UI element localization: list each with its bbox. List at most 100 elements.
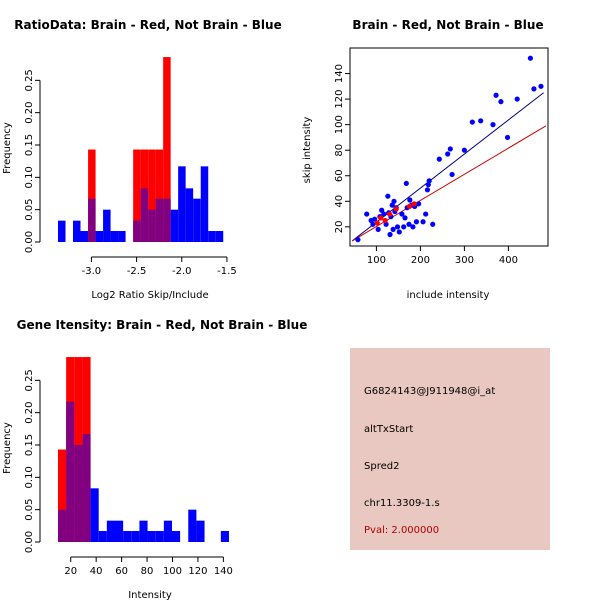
- ratio-histogram-axes: -3.0 -2.5 -2.0 -1.5 0.00 0.05 0.10 0.15 0.20 0.25: [24, 69, 237, 277]
- gene-intensity-histogram-xlabel: Intensity: [128, 590, 172, 600]
- ratio-histogram-overlap-bar: [163, 198, 171, 242]
- ratio-histogram-x-tick-label: -1.5: [217, 266, 237, 277]
- gene-intensity-histogram-overlap-bar: [82, 434, 91, 542]
- ratio-histogram-y-tick-label: 0.05: [24, 199, 35, 221]
- probe-info-panel: G6824143@J911948@i_at altTxStart Spred2 …: [350, 348, 550, 550]
- ratio-histogram-overlap-bar: [140, 188, 149, 242]
- intensity-scatter-not-brain-point: [424, 187, 431, 193]
- ratio-histogram-overlap-bar: [88, 198, 96, 242]
- intensity-scatter-not-brain-point: [387, 231, 393, 238]
- ratio-histogram: RatioData: Brain - Red, Not Brain - Blue…: [2, 18, 282, 301]
- intensity-scatter-x-tick-label: 300: [455, 255, 474, 266]
- ratio-histogram-not-brain-bar: [208, 231, 216, 242]
- intensity-scatter-not-brain-point: [372, 216, 378, 222]
- gene-intensity-histogram-x-tick-label: 100: [163, 566, 182, 577]
- gene-intensity-histogram-ylabel: Frequency: [2, 422, 13, 474]
- ratio-histogram-brain-bar: [155, 149, 164, 242]
- intensity-scatter-not-brain-point: [445, 151, 451, 157]
- gene-symbol: Spred2: [364, 461, 400, 472]
- gene-intensity-histogram-not-brain-bar: [147, 531, 156, 542]
- intensity-scatter-x-tick-label: 100: [367, 255, 386, 266]
- intensity-scatter-ylabel: skip intensity: [302, 117, 313, 184]
- intensity-scatter-not-brain-point: [469, 119, 475, 125]
- ratio-histogram-not-brain-bar: [103, 209, 111, 242]
- intensity-scatter-brain-point: [374, 220, 380, 226]
- intensity-scatter-not-brain-point: [370, 221, 376, 227]
- ratio-histogram-y-tick-label: 0.00: [24, 231, 35, 253]
- locus: chr11.3309-1.s: [364, 498, 440, 509]
- intensity-scatter-title: Brain - Red, Not Brain - Blue: [352, 18, 543, 32]
- ratio-histogram-not-brain-bar: [95, 231, 104, 242]
- gene-intensity-histogram-bars: [58, 357, 229, 542]
- intensity-scatter-not-brain-point: [461, 147, 467, 153]
- gene-intensity-histogram-not-brain-bar: [90, 488, 99, 542]
- intensity-scatter-not-brain-point: [401, 224, 407, 230]
- gene-intensity-histogram-y-tick-label: 0.00: [24, 531, 35, 553]
- ratio-histogram-x-tick-label: -2.0: [172, 266, 192, 277]
- ratio-histogram-y-tick-label: 0.25: [24, 69, 35, 91]
- ratio-histogram-bars: [58, 57, 224, 243]
- ratio-histogram-not-brain-bar: [215, 231, 224, 242]
- ratio-histogram-not-brain-bar: [118, 231, 126, 242]
- intensity-scatter-brain-point: [393, 206, 399, 212]
- intensity-scatter-not-brain-point: [478, 118, 484, 124]
- intensity-scatter-not-brain-point: [381, 211, 387, 217]
- ratio-histogram-brain-bar: [148, 149, 156, 242]
- gene-intensity-histogram-y-tick-label: 0.25: [24, 369, 35, 391]
- ratio-histogram-overlap-bar: [133, 220, 141, 242]
- gene-intensity-histogram-not-brain-bar: [123, 531, 132, 542]
- gene-intensity-histogram-y-tick-label: 0.10: [24, 466, 35, 488]
- intensity-scatter-not-brain-point: [375, 226, 381, 232]
- ratio-histogram-brain-bar: [133, 149, 141, 242]
- ratio-histogram-y-tick-label: 0.20: [24, 102, 35, 124]
- intensity-scatter-not-brain-point: [402, 215, 408, 221]
- intensity-scatter-not-brain-point: [426, 178, 432, 184]
- intensity-scatter-x-tick-label: 400: [499, 255, 518, 266]
- gene-intensity-histogram-not-brain-bar: [220, 531, 229, 542]
- intensity-scatter-xlabel: include intensity: [407, 290, 490, 301]
- ratio-histogram-not-brain-bar: [200, 166, 209, 242]
- gene-intensity-histogram-not-brain-bar: [98, 531, 107, 542]
- intensity-scatter-y-tick-label: 100: [334, 115, 345, 134]
- intensity-scatter-not-brain-point: [403, 180, 409, 187]
- ratio-histogram-x-tick-label: -3.0: [82, 266, 102, 277]
- intensity-scatter-not-brain-point: [538, 83, 544, 89]
- intensity-scatter: Brain - Red, Not Brain - Blue include in…: [302, 18, 549, 301]
- gene-intensity-histogram-axes: 20 40 60 80 100 120 140 0.00 0.05 0.10 0.15 0.20 0.2…: [24, 369, 233, 577]
- ratio-histogram-not-brain-bar: [80, 231, 88, 242]
- gene-intensity-histogram-x-tick-label: 60: [115, 566, 128, 577]
- intensity-scatter-y-tick-label: 60: [334, 169, 345, 182]
- intensity-scatter-not-brain-point: [406, 221, 412, 227]
- gene-intensity-histogram-x-tick-label: 20: [64, 566, 77, 577]
- intensity-scatter-not-brain-point: [364, 211, 370, 217]
- intensity-scatter-not-brain-point: [493, 92, 499, 98]
- gene-intensity-histogram-not-brain-bar: [155, 531, 164, 542]
- intensity-scatter-y-tick-label: 140: [334, 64, 345, 83]
- intensity-scatter-brain-point: [387, 211, 393, 217]
- ratio-histogram-xlabel: Log2 Ratio Skip/Include: [91, 290, 208, 301]
- gene-intensity-histogram-overlap-bar: [74, 445, 83, 542]
- gene-intensity-histogram-x-tick-label: 140: [214, 566, 233, 577]
- gene-intensity-histogram: Gene Itensity: Brain - Red, Not Brain - …: [2, 318, 307, 600]
- ratio-histogram-brain-bar: [88, 149, 96, 242]
- ratio-histogram-not-brain-bar: [193, 198, 201, 242]
- intensity-scatter-not-brain-point: [423, 211, 429, 217]
- p-value: Pval: 2.000000: [364, 525, 440, 536]
- intensity-scatter-not-brain-point: [449, 171, 455, 178]
- gene-intensity-histogram-brain-bar: [58, 449, 67, 542]
- intensity-scatter-brain-point: [382, 217, 388, 224]
- intensity-scatter-not-brain-point: [436, 156, 442, 162]
- gene-intensity-histogram-x-tick-label: 40: [90, 566, 103, 577]
- ratio-histogram-not-brain-bar: [110, 231, 119, 242]
- intensity-scatter-brain-point: [378, 215, 384, 221]
- intensity-scatter-not-brain-point: [396, 229, 402, 235]
- gene-intensity-histogram-not-brain-bar: [106, 520, 115, 542]
- gene-intensity-histogram-not-brain-bar: [171, 531, 181, 542]
- ratio-histogram-y-tick-label: 0.10: [24, 166, 35, 188]
- intensity-scatter-x-tick-label: 200: [411, 255, 430, 266]
- intensity-scatter-not-brain-point: [385, 193, 391, 199]
- intensity-scatter-y-tick-label: 80: [334, 144, 345, 157]
- intensity-scatter-y-tick-label: 40: [334, 195, 345, 208]
- gene-intensity-histogram-x-tick-label: 120: [188, 566, 207, 577]
